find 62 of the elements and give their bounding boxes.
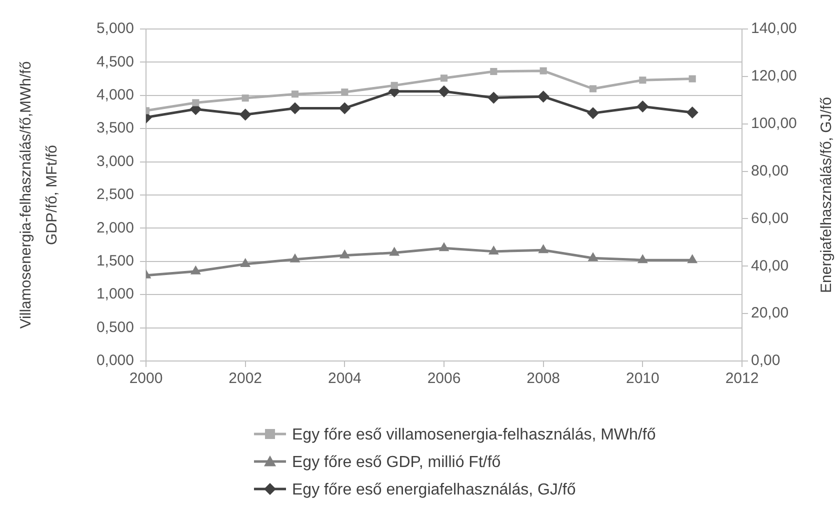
y2-tick-label: 60,00 — [751, 210, 789, 227]
x-tick-label: 2012 — [725, 370, 759, 388]
y-tick-label: 0,000 — [96, 352, 134, 370]
point — [192, 99, 200, 106]
x-tick-label: 2010 — [626, 370, 660, 388]
point — [588, 252, 598, 262]
y2-tick-label: 100,00 — [751, 115, 797, 132]
point — [687, 254, 698, 264]
point — [239, 108, 252, 121]
point — [686, 106, 698, 118]
y2-tick-label: 20,00 — [751, 304, 789, 322]
x-tick-label: 2000 — [129, 370, 163, 388]
point — [490, 68, 498, 76]
point — [537, 90, 550, 103]
point — [289, 102, 301, 114]
point — [338, 102, 351, 114]
y-axis-title: Villamosenergia-felhasználás/fő,MWh/fő GDP/fő, MFt/fő — [17, 61, 61, 329]
x-tick-label: 2002 — [228, 370, 262, 388]
y2-tick-label: 140,00 — [751, 20, 797, 38]
legend-label: Egy főre eső villamosenergia-felhasználás, MWh/fő — [292, 426, 656, 444]
x-tick-label: 2004 — [328, 370, 362, 388]
point — [538, 244, 549, 254]
point — [291, 90, 299, 98]
point — [438, 242, 450, 252]
y2-tick-label: 0,00 — [751, 352, 780, 370]
y-tick-label: 1,000 — [96, 286, 134, 303]
point — [438, 85, 450, 98]
point — [240, 258, 251, 268]
y-tick-label: 4,500 — [96, 53, 134, 70]
y-tick-label: 3,500 — [96, 120, 134, 137]
y-tick-label: 1,500 — [96, 252, 134, 270]
point — [242, 94, 249, 102]
point — [389, 246, 400, 256]
x-tick-label: 2006 — [427, 370, 461, 388]
y2-tick-label: 120,00 — [751, 68, 797, 85]
point — [637, 254, 648, 264]
y-tick-label: 4,000 — [96, 86, 134, 104]
point — [290, 253, 300, 262]
point — [190, 265, 201, 274]
point — [440, 74, 448, 82]
point — [587, 107, 599, 120]
x-tick-label: 2008 — [526, 370, 560, 388]
point — [488, 92, 500, 104]
y2-tick-label: 80,00 — [751, 162, 789, 180]
point — [390, 82, 398, 89]
y-tick-label: 0,500 — [96, 318, 134, 336]
point — [488, 245, 499, 254]
point — [639, 76, 646, 84]
legend-label: Egy főre eső GDP, millió Ft/fő — [292, 454, 501, 471]
point — [339, 249, 350, 258]
point — [688, 75, 696, 82]
y2-axis-title: Energiafelhasználás/fő, GJ/fő — [818, 97, 836, 293]
y-tick-label: 2,000 — [96, 219, 134, 236]
y-tick-label: 2,500 — [96, 186, 134, 204]
point — [589, 85, 597, 92]
point — [540, 67, 547, 74]
legend-label: Egy főre eső energiafelhasználás, GJ/fő — [292, 481, 576, 498]
y-tick-label: 5,000 — [96, 20, 134, 38]
y2-tick-label: 40,00 — [751, 257, 789, 274]
point — [341, 88, 348, 96]
y-tick-label: 3,000 — [96, 152, 134, 170]
point — [636, 100, 649, 113]
